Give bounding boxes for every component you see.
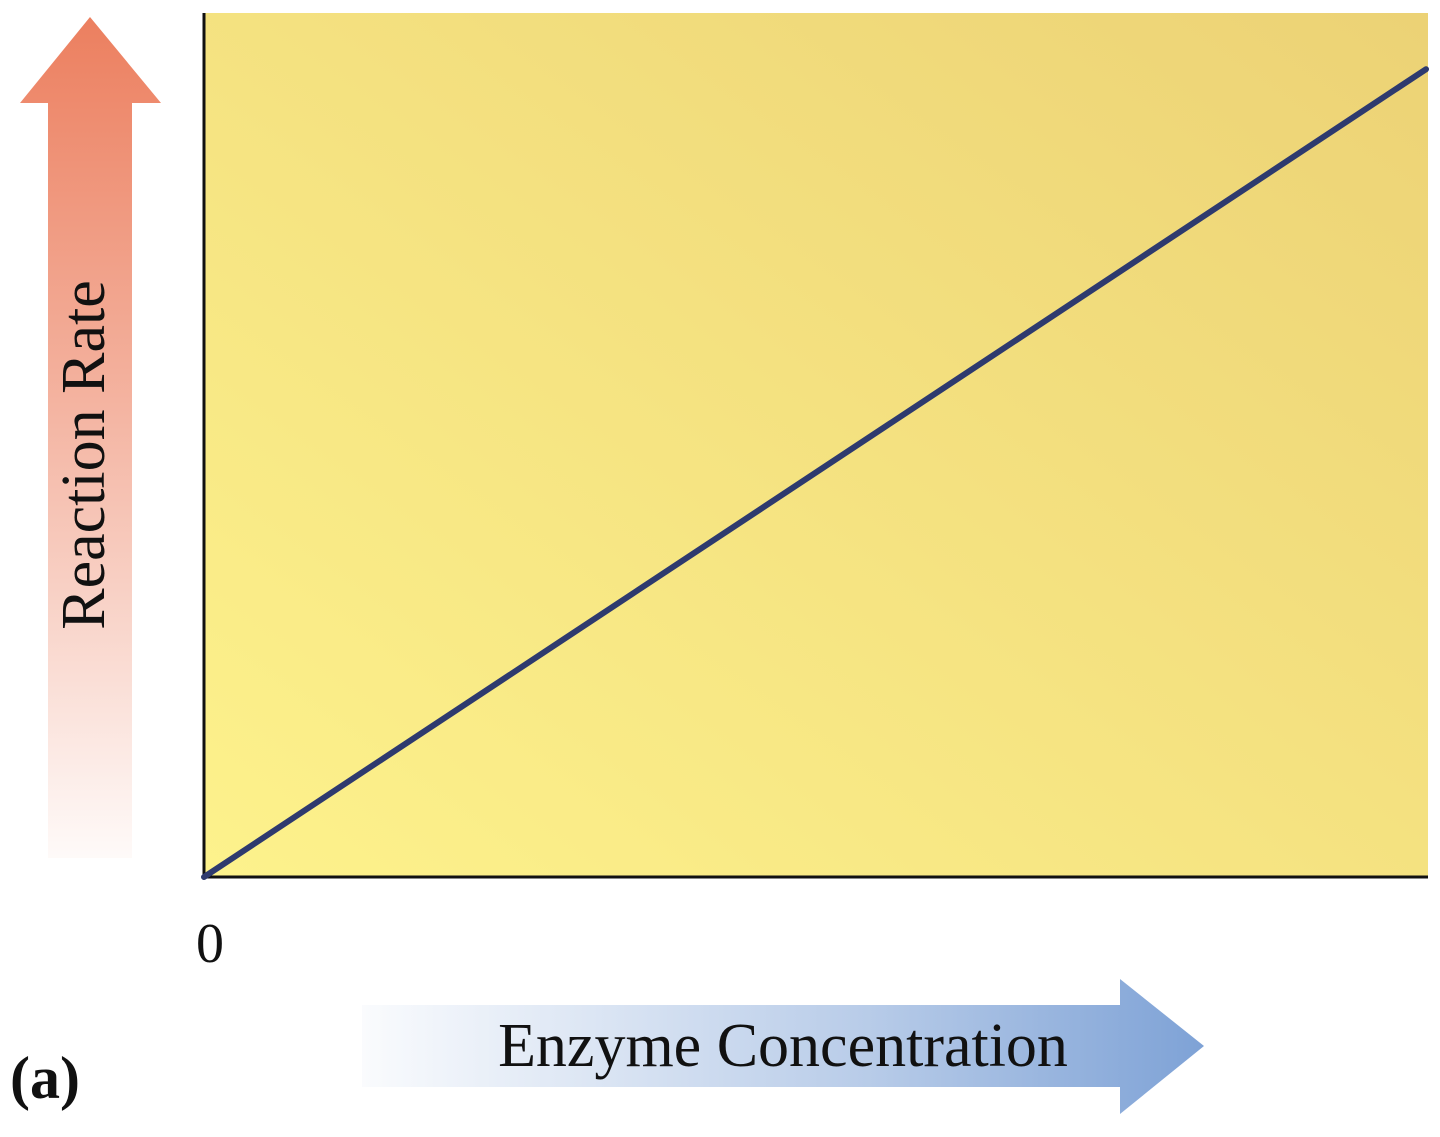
y-axis-arrow-icon <box>20 17 161 858</box>
y-axis-label: Reaction Rate <box>50 280 118 629</box>
x-axis-arrow-icon <box>362 979 1204 1114</box>
x-axis-label: Enzyme Concentration <box>498 1012 1068 1080</box>
series-line <box>201 66 1429 880</box>
plot-area <box>204 13 1428 877</box>
x-tick-label-0: 0 <box>196 913 224 975</box>
panel-label: (a) <box>10 1045 80 1111</box>
